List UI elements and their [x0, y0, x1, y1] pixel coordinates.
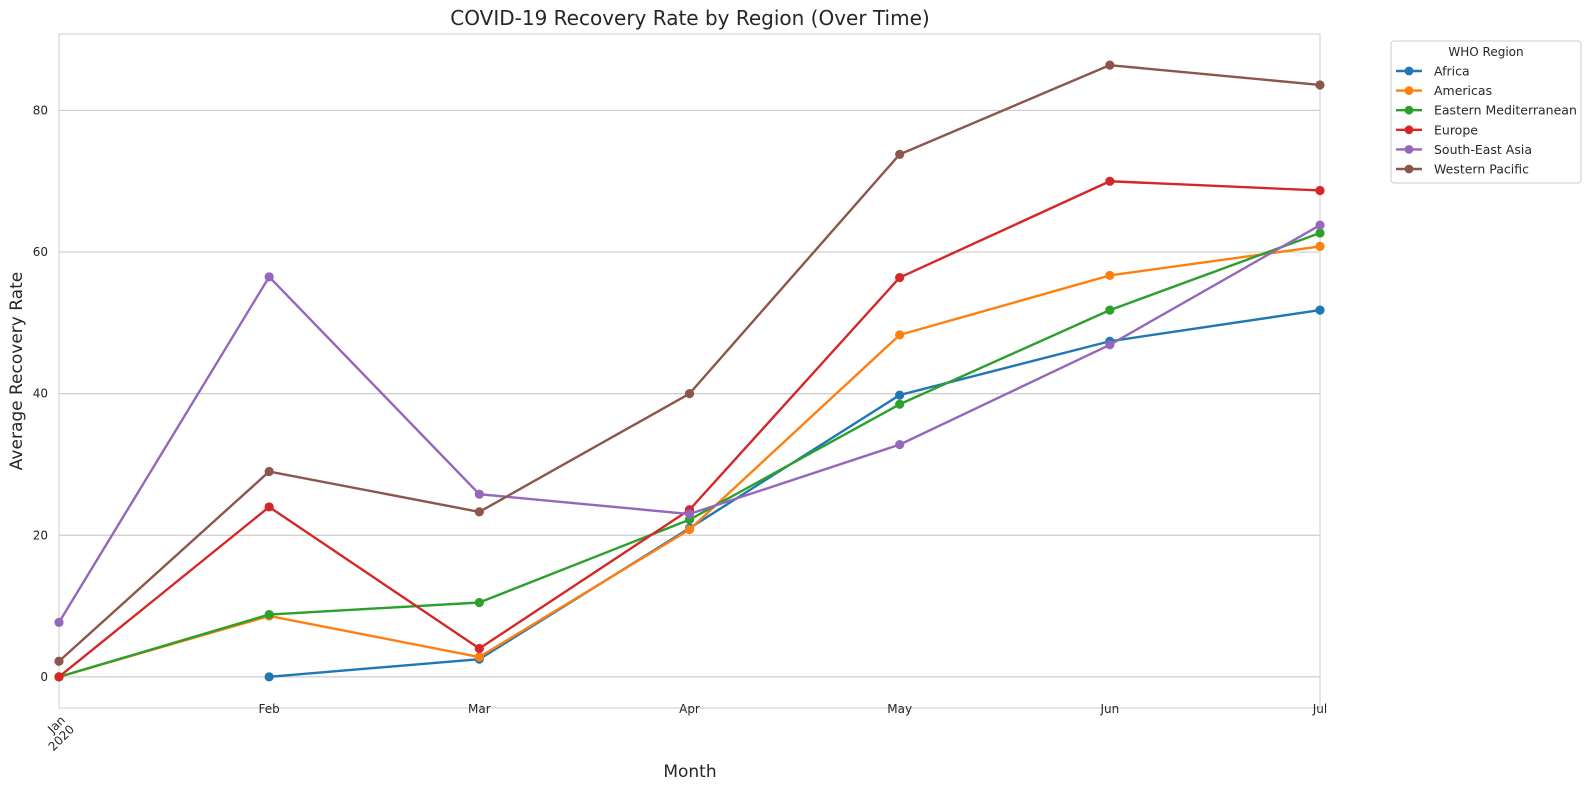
legend-label: South-East Asia [1434, 142, 1532, 157]
chart-title: COVID-19 Recovery Rate by Region (Over T… [450, 6, 929, 30]
data-point [1315, 80, 1325, 90]
legend-swatch-marker [1404, 145, 1414, 154]
legend-title: WHO Region [1448, 45, 1523, 59]
data-point [895, 272, 905, 283]
data-point [1105, 340, 1115, 350]
data-point [474, 507, 484, 517]
series-line [58, 63, 1321, 663]
legend-item: Americas [1396, 83, 1492, 98]
data-point [1105, 270, 1115, 281]
data-point [895, 440, 905, 450]
data-point [1315, 305, 1325, 315]
legend-swatch-marker [1404, 86, 1414, 95]
legend-item: South-East Asia [1396, 142, 1532, 157]
x-tick-label: Apr [679, 702, 700, 716]
series-line [58, 231, 1321, 678]
series-line [269, 308, 1321, 679]
x-tick-label: Jan2020 [36, 713, 77, 754]
series-line [57, 224, 1321, 623]
data-point [1105, 305, 1115, 315]
series-line [58, 180, 1321, 678]
series-western-pacific [54, 60, 1325, 666]
plot-frame [58, 33, 1321, 709]
legend-label: Europe [1434, 122, 1478, 137]
data-point [895, 330, 905, 340]
legend-item: Eastern Mediterranean [1396, 103, 1577, 118]
legend-label: Eastern Mediterranean [1434, 103, 1577, 118]
data-point [1315, 220, 1325, 230]
x-axis-ticks: Jan2020 Feb Mar Apr May Jun Jul [36, 702, 1327, 754]
legend-swatch-marker [1404, 66, 1414, 76]
data-point [264, 466, 274, 477]
y-tick-label: 60 [33, 245, 48, 259]
y-axis-ticks: 0 20 40 60 80 [33, 103, 48, 683]
data-point [1315, 228, 1325, 238]
data-point [54, 672, 64, 682]
series-south-east-asia [54, 220, 1325, 627]
x-axis-label: Month [663, 762, 716, 782]
x-tick-label: Mar [468, 702, 491, 716]
legend-label: Americas [1434, 83, 1492, 98]
legend-label: Western Pacific [1434, 162, 1529, 177]
series-eastern-mediterranean [54, 228, 1325, 682]
data-point [1105, 60, 1115, 70]
data-point [895, 149, 905, 159]
data-point [684, 509, 695, 519]
data-point [474, 643, 484, 654]
legend-items: Africa Americas Eastern Mediterranean Europ… [1396, 64, 1577, 177]
y-tick-label: 20 [33, 528, 48, 542]
legend-swatch-marker [1404, 125, 1414, 135]
legend-label: Africa [1434, 64, 1470, 79]
data-point [264, 502, 274, 512]
legend-item: Africa [1396, 64, 1470, 79]
legend-item: Western Pacific [1396, 162, 1529, 177]
data-point [264, 272, 274, 282]
legend: WHO Region Africa Americas Eastern Mediter… [1390, 40, 1582, 184]
x-tick-label: May [887, 702, 912, 716]
data-point [474, 652, 484, 662]
data-point [474, 597, 484, 608]
data-point [1315, 241, 1325, 251]
data-point [1105, 176, 1115, 186]
data-point [264, 672, 274, 682]
series-africa [264, 305, 1325, 682]
x-tick-label: Jul [1312, 702, 1327, 716]
data-point [1315, 185, 1325, 196]
x-tick-label: Jun [1099, 702, 1119, 716]
x-tick-label: Feb [259, 702, 280, 716]
legend-swatch-marker [1404, 105, 1414, 115]
y-axis-label: Average Recovery Rate [7, 272, 27, 470]
legend-item: Europe [1396, 122, 1478, 137]
legend-frame [1390, 40, 1582, 184]
data-point [54, 656, 64, 666]
data-point [684, 389, 695, 399]
y-tick-label: 40 [33, 387, 48, 401]
data-point [54, 617, 64, 627]
data-point [684, 524, 695, 535]
data-point [895, 390, 905, 400]
series-americas [54, 241, 1325, 682]
legend-swatch-marker [1404, 164, 1414, 174]
data-point [474, 489, 484, 499]
y-tick-label: 0 [40, 670, 48, 684]
series-layer [54, 60, 1325, 682]
data-point [895, 399, 905, 409]
data-point [264, 609, 274, 620]
y-tick-label: 80 [33, 103, 48, 117]
